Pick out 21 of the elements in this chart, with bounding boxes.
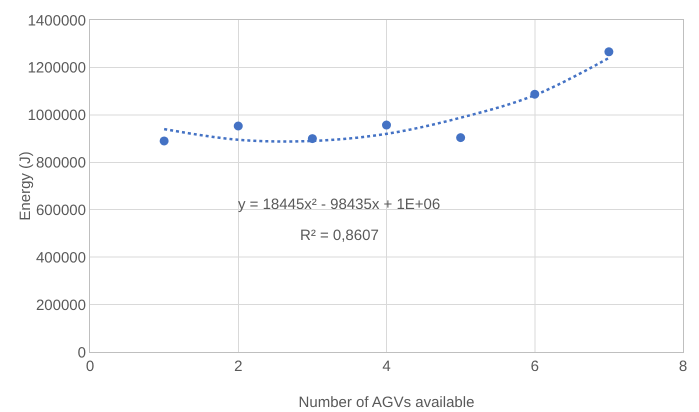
y-tick-label: 400000	[36, 249, 86, 266]
y-tick-label: 600000	[36, 202, 86, 219]
y-tick-label: 1000000	[28, 107, 86, 124]
point	[382, 120, 391, 130]
y-tick-label: 800000	[36, 154, 86, 172]
point	[160, 136, 169, 146]
x-tick-label: 8	[678, 358, 688, 375]
y-tick-label: 0	[78, 344, 86, 362]
y-tick-label: 200000	[36, 296, 86, 314]
point	[456, 133, 466, 142]
annotation: R² = 0,8607	[300, 227, 379, 244]
y-tick-label: 1400000	[28, 12, 86, 30]
x-axis-title: Number of AGVs available	[298, 394, 474, 411]
annotation: y = 18445x² - 98435x + 1E+06	[238, 196, 440, 213]
x-tick-label: 2	[234, 358, 242, 375]
point	[234, 122, 243, 130]
y-axis-title: Energy (J)	[16, 151, 34, 221]
x-tick-label: 4	[382, 358, 391, 375]
point	[604, 47, 614, 56]
x-tick-label: 6	[530, 358, 539, 375]
y-tick-label: 1200000	[28, 60, 86, 77]
